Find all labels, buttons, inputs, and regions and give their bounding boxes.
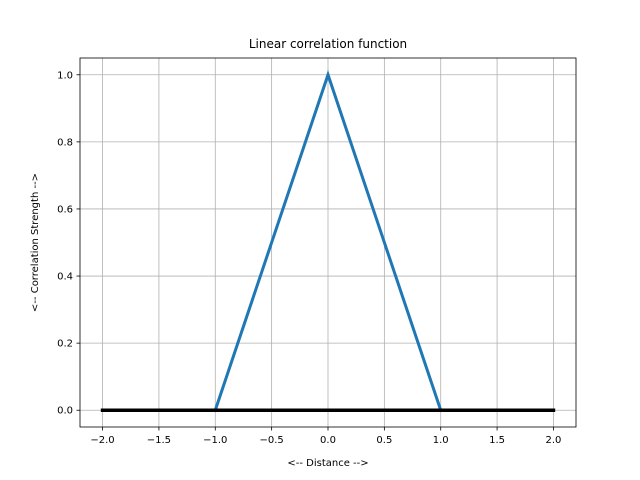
chart-title: Linear correlation function: [249, 37, 407, 51]
y-axis-label: <-- Correlation Strength -->: [30, 173, 41, 312]
x-tick-label: 2.0: [546, 435, 562, 446]
y-tick-label: 0.2: [57, 339, 73, 350]
y-tick-label: 0.6: [57, 204, 73, 215]
x-tick-label: 1.5: [489, 435, 505, 446]
y-tick-label: 0.4: [57, 272, 73, 283]
x-tick-label: 0.0: [320, 435, 336, 446]
y-tick-label: 0.0: [57, 406, 73, 417]
x-tick-label: −1.0: [203, 435, 227, 446]
series-layer: [100, 70, 556, 412]
x-axis-label: <-- Distance -->: [287, 458, 368, 469]
x-tick-label: −2.0: [90, 435, 114, 446]
x-tick-label: 0.5: [376, 435, 392, 446]
y-tick-label: 1.0: [57, 70, 73, 81]
ticks: −2.0 −1.5 −1.0 −0.5 0.0 0.5 1.0 1.5 2.0 0.0 0.2 0.4…: [57, 70, 561, 446]
x-tick-label: 1.0: [433, 435, 449, 446]
x-tick-label: −0.5: [259, 435, 283, 446]
x-tick-label: −1.5: [147, 435, 171, 446]
y-tick-label: 0.8: [57, 137, 73, 148]
